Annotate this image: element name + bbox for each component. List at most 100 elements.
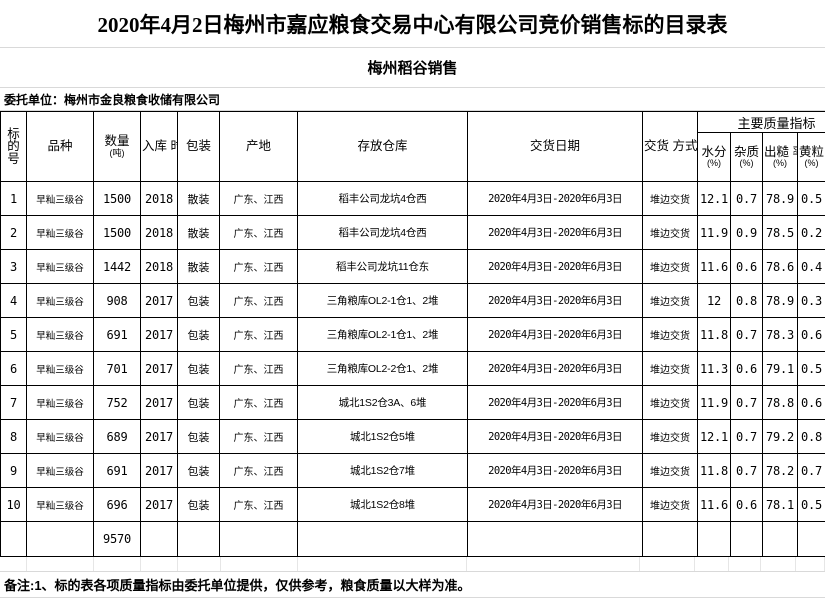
cell-moisture: 11.8: [697, 317, 731, 352]
lot-catalog-table: 标 的 号 品种 数量 (吨) 入库 时间 包装 产地 存放仓库 交货日期: [0, 111, 825, 557]
total-cell-impurity: [730, 521, 763, 557]
cell-warehouse: 城北1S2仓7堆: [297, 453, 468, 488]
total-cell-variety: [26, 521, 94, 557]
cell-impurity: 0.7: [730, 317, 763, 352]
cell-yellow-grain: 0.8: [797, 419, 825, 454]
header-variety: 品种: [26, 111, 94, 182]
cell-packaging: 包装: [177, 419, 220, 454]
cell-delivery-date: 2020年4月3日-2020年6月3日: [467, 419, 643, 454]
cell-delivery-date: 2020年4月3日-2020年6月3日: [467, 215, 643, 250]
cell-warehouse: 城北1S2仓8堆: [297, 487, 468, 522]
header-yellow-grain-line1: 黄粒: [799, 144, 825, 159]
header-quantity-unit: (吨): [109, 147, 125, 158]
header-delivery-method: 交货 方式: [642, 111, 698, 182]
cell-moisture: 12.1: [697, 419, 731, 454]
cell-quantity: 908: [93, 283, 141, 318]
cell-warehouse: 城北1S2仓5堆: [297, 419, 468, 454]
cell-delivery-date: 2020年4月3日-2020年6月3日: [467, 487, 643, 522]
cell-delivery-method: 堆边交货: [642, 215, 698, 250]
header-quality-group: 主要质量指标: [697, 111, 825, 133]
cell-packaging: 散装: [177, 215, 220, 250]
cell-yellow-grain: 0.3: [797, 283, 825, 318]
cell-yellow-grain: 0.5: [797, 487, 825, 522]
cell-delivery-method: 堆边交货: [642, 181, 698, 216]
cell-delivery-method: 堆边交货: [642, 419, 698, 454]
cell-variety: 早籼三级谷: [26, 249, 94, 284]
grid-spacer-band: [0, 557, 825, 572]
cell-storage-time: 2017: [140, 385, 178, 420]
page-subtitle: 梅州稻谷销售: [367, 61, 458, 77]
cell-variety: 早籼三级谷: [26, 181, 94, 216]
cell-yellow-grain: 0.5: [797, 351, 825, 386]
cell-origin: 广东、江西: [219, 249, 298, 284]
cell-impurity: 0.7: [730, 453, 763, 488]
cell-warehouse: 稻丰公司龙坑11仓东: [297, 249, 468, 284]
table-row: 1 早籼三级谷 1500 2018 散装 广东、江西 稻丰公司龙坑4仓西 2020年4月3日-…: [0, 181, 825, 216]
header-impurity-unit: (%): [739, 158, 754, 169]
cell-origin: 广东、江西: [219, 419, 298, 454]
cell-origin: 广东、江西: [219, 453, 298, 488]
cell-warehouse: 三角粮库OL2-1仓1、2堆: [297, 317, 468, 352]
cell-impurity: 0.7: [730, 385, 763, 420]
cell-moisture: 11.6: [697, 487, 731, 522]
page-title: 2020年4月2日梅州市嘉应粮食交易中心有限公司竞价销售标的目录表: [97, 12, 728, 37]
cell-lot-no: 1: [0, 181, 27, 216]
cell-delivery-method: 堆边交货: [642, 487, 698, 522]
total-cell-warehouse: [297, 521, 468, 557]
cell-warehouse: 三角粮库OL2-1仓1、2堆: [297, 283, 468, 318]
cell-origin: 广东、江西: [219, 317, 298, 352]
cell-storage-time: 2017: [140, 351, 178, 386]
cell-variety: 早籼三级谷: [26, 351, 94, 386]
total-cell-storage-time: [140, 521, 178, 557]
table-row: 5 早籼三级谷 691 2017 包装 广东、江西 三角粮库OL2-1仓1、2堆 2020年4…: [0, 317, 825, 352]
header-brown-rice-rate-line2: 率: [793, 145, 797, 159]
table-row: 2 早籼三级谷 1500 2018 散装 广东、江西 稻丰公司龙坑4仓西 2020年4月3日-…: [0, 215, 825, 250]
cell-yellow-grain: 0.6: [797, 317, 825, 352]
header-delivery-method-line1: 交货: [644, 138, 670, 153]
cell-quantity: 696: [93, 487, 141, 522]
cell-warehouse: 城北1S2仓3A、6堆: [297, 385, 468, 420]
cell-brown-rice-rate: 78.5: [762, 215, 798, 250]
table-body: 1 早籼三级谷 1500 2018 散装 广东、江西 稻丰公司龙坑4仓西 2020年4月3日-…: [0, 181, 825, 557]
cell-moisture: 11.8: [697, 453, 731, 488]
cell-packaging: 包装: [177, 283, 220, 318]
total-cell-packaging: [177, 521, 220, 557]
cell-storage-time: 2017: [140, 317, 178, 352]
cell-delivery-date: 2020年4月3日-2020年6月3日: [467, 283, 643, 318]
header-quantity-label: 数量: [104, 134, 130, 149]
tail-band: [0, 598, 825, 606]
total-cell-yellow-grain: [797, 521, 825, 557]
total-cell-moisture: [697, 521, 731, 557]
cell-moisture: 11.6: [697, 249, 731, 284]
cell-impurity: 0.6: [730, 487, 763, 522]
cell-impurity: 0.6: [730, 351, 763, 386]
cell-storage-time: 2017: [140, 487, 178, 522]
cell-moisture: 11.9: [697, 215, 731, 250]
header-packaging: 包装: [177, 111, 220, 182]
cell-yellow-grain: 0.2: [797, 215, 825, 250]
cell-warehouse: 稻丰公司龙坑4仓西: [297, 181, 468, 216]
cell-brown-rice-rate: 78.1: [762, 487, 798, 522]
cell-storage-time: 2018: [140, 215, 178, 250]
cell-quantity: 691: [93, 453, 141, 488]
cell-lot-no: 5: [0, 317, 27, 352]
header-impurity-label: 杂质: [733, 144, 759, 159]
total-cell-brown-rice-rate: [762, 521, 798, 557]
cell-moisture: 12: [697, 283, 731, 318]
client-band: 委托单位：梅州市金良粮食收储有限公司: [0, 88, 825, 111]
cell-brown-rice-rate: 78.2: [762, 453, 798, 488]
header-lot-no-char-3: 号: [7, 151, 20, 166]
cell-delivery-date: 2020年4月3日-2020年6月3日: [467, 385, 643, 420]
cell-storage-time: 2018: [140, 181, 178, 216]
cell-impurity: 0.9: [730, 215, 763, 250]
cell-brown-rice-rate: 78.3: [762, 317, 798, 352]
cell-delivery-date: 2020年4月3日-2020年6月3日: [467, 453, 643, 488]
cell-origin: 广东、江西: [219, 385, 298, 420]
header-storage-time: 入库 时间: [140, 111, 178, 182]
header-delivery-date: 交货日期: [467, 111, 643, 182]
cell-delivery-method: 堆边交货: [642, 249, 698, 284]
cell-origin: 广东、江西: [219, 215, 298, 250]
cell-delivery-date: 2020年4月3日-2020年6月3日: [467, 249, 643, 284]
table-row: 7 早籼三级谷 752 2017 包装 广东、江西 城北1S2仓3A、6堆 2020年4月3日…: [0, 385, 825, 420]
total-cell-delivery-date: [467, 521, 643, 557]
